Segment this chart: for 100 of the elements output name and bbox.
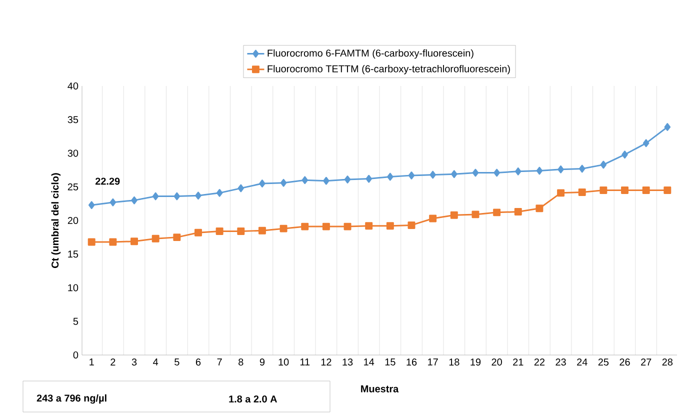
point [131, 196, 138, 204]
annotation: 22.29 [95, 178, 120, 185]
point [88, 201, 95, 210]
legend-label: Fluorocromo 6-FAMTM (6-carboxy-fluorescein) [268, 49, 474, 59]
point [450, 211, 458, 219]
point [536, 204, 544, 212]
point [472, 210, 480, 218]
point [280, 224, 288, 232]
point [216, 228, 224, 235]
x-tick-label: 27 [641, 358, 652, 366]
x-tick-label: 3 [132, 358, 137, 366]
x-tick-label: 12 [321, 358, 332, 366]
point [408, 221, 416, 229]
y-tick-label: 30 [68, 150, 78, 157]
x-tick-label: 11 [300, 358, 310, 366]
y-tick-label: 0 [73, 351, 78, 359]
point [238, 184, 244, 192]
point [194, 228, 202, 236]
point [152, 234, 160, 242]
x-tick-label: 25 [598, 358, 609, 366]
point [88, 238, 96, 246]
point [152, 192, 159, 200]
y-tick-label: 10 [68, 284, 78, 292]
x-tick-label: 28 [662, 358, 673, 366]
point [451, 170, 458, 178]
x-tick-label: 26 [620, 358, 630, 366]
point [578, 164, 586, 173]
x-tick-label: 22 [534, 358, 544, 366]
point [258, 226, 266, 234]
x-tick-label: 2 [110, 358, 116, 366]
y-tick-label: 20 [68, 216, 78, 224]
point [386, 222, 394, 230]
point [514, 208, 522, 216]
point [130, 238, 138, 246]
x-tick-label: 4 [153, 358, 158, 366]
point [408, 172, 415, 180]
x-tick-label: 1 [90, 358, 94, 366]
point [664, 186, 672, 194]
point [301, 222, 309, 230]
point [514, 167, 522, 176]
x-tick-label: 18 [449, 358, 460, 366]
x-tick-label: 21 [513, 358, 524, 366]
point [429, 214, 437, 222]
point [195, 192, 202, 200]
x-tick-label: 17 [428, 358, 438, 366]
point [174, 192, 180, 200]
point [344, 176, 351, 184]
x-tick-label: 15 [385, 358, 396, 366]
x-tick-label: 9 [260, 358, 265, 366]
point [302, 176, 308, 184]
point [558, 165, 564, 174]
point [642, 139, 650, 148]
point [237, 228, 245, 235]
point [621, 186, 628, 194]
x-axis-title: Muestra [361, 385, 399, 392]
y-tick-label: 25 [68, 183, 78, 190]
x-tick-label: 7 [217, 358, 222, 366]
y-tick-label: 15 [68, 250, 78, 258]
y-tick-label: 5 [73, 318, 78, 325]
point [664, 123, 671, 131]
x-tick-label: 14 [364, 358, 374, 366]
x-tick-label: 10 [278, 358, 289, 366]
point [600, 186, 608, 194]
point [322, 222, 330, 230]
x-tick-label: 6 [196, 358, 201, 366]
point [280, 178, 287, 187]
point [109, 238, 117, 246]
text: 243 a 796 ng/µl [36, 394, 106, 404]
point [642, 186, 650, 194]
y-axis-title: Ct (umbral del ciclo) [51, 173, 61, 268]
x-tick-label: 8 [238, 358, 244, 366]
x-tick-label: 23 [556, 358, 566, 366]
point [259, 180, 266, 188]
point [493, 208, 501, 216]
point [216, 188, 223, 197]
x-tick-label: 20 [492, 358, 502, 366]
x-tick-label: 24 [577, 358, 588, 366]
x-tick-label: 13 [342, 358, 353, 366]
point [494, 168, 500, 177]
point [110, 198, 116, 206]
point [323, 176, 330, 185]
point [365, 222, 373, 230]
point [600, 160, 607, 169]
point [387, 172, 394, 181]
point [173, 234, 181, 242]
y-tick-label: 40 [68, 82, 78, 90]
text: 1.8 a 2.0 A [229, 395, 277, 403]
point [578, 188, 586, 196]
point [366, 174, 372, 183]
x-tick-label: 5 [174, 358, 180, 366]
point [472, 168, 479, 177]
point [536, 166, 543, 175]
point [622, 150, 628, 159]
point [344, 222, 352, 230]
y-tick-label: 35 [68, 116, 78, 124]
point [557, 189, 565, 197]
x-tick-label: 16 [406, 358, 417, 366]
legend-label: Fluorocromo TETTM (6-carboxy-tetrachlorofluorescein) [268, 65, 510, 74]
point [430, 170, 436, 179]
x-tick-label: 19 [470, 358, 481, 366]
